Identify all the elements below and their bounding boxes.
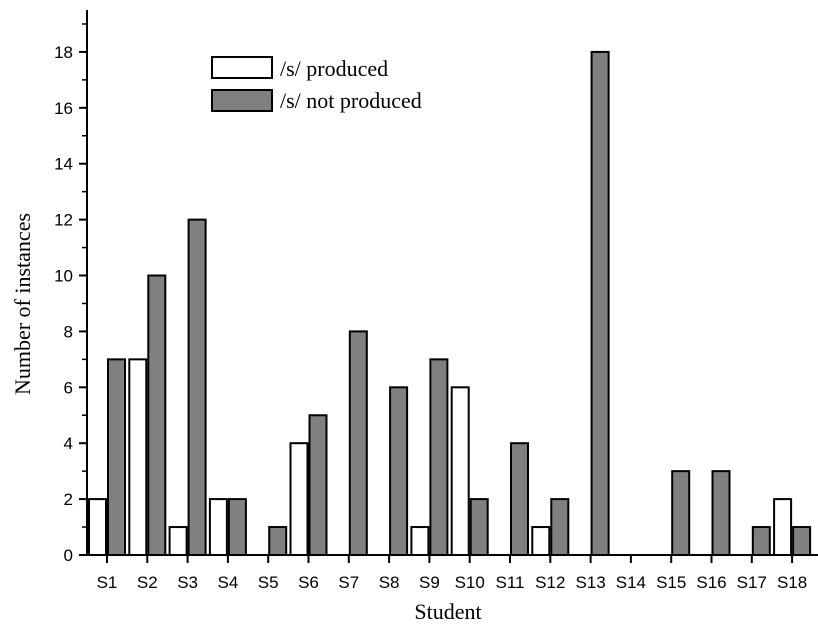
bar-produced-s10: [450, 386, 470, 556]
x-tick-label: S4: [218, 573, 239, 592]
y-tick-label: 6: [64, 378, 73, 397]
x-tick-label: S18: [777, 573, 807, 592]
bar-produced-s3: [168, 526, 188, 556]
y-tick-label: 8: [64, 322, 73, 341]
y-tick-label: 0: [64, 546, 73, 565]
x-tick-label: S15: [656, 573, 686, 592]
bar-not-produced-s13: [590, 50, 610, 557]
x-tick-label: S11: [496, 573, 525, 592]
bar-not-produced-s4: [227, 498, 247, 557]
x-tick-label: S3: [177, 573, 198, 592]
x-tick-label: S8: [379, 573, 400, 592]
y-tick-label: 4: [64, 434, 73, 453]
bar-produced-s9: [410, 526, 430, 556]
bar-not-produced-s15: [671, 470, 691, 556]
x-tick-label: S1: [97, 573, 118, 592]
y-tick-label: 12: [54, 211, 73, 230]
bar-not-produced-s12: [550, 498, 570, 557]
x-tick-label: S14: [616, 573, 646, 592]
legend: /s/ produced /s/ not produced: [211, 56, 422, 113]
bar-produced-s12: [531, 526, 551, 556]
legend-swatch-produced: [211, 56, 273, 79]
y-tick-label: 2: [64, 490, 73, 509]
bar-not-produced-s7: [348, 330, 368, 556]
y-tick-label: 16: [54, 99, 73, 118]
x-tick-label: S7: [338, 573, 359, 592]
bar-not-produced-s8: [389, 386, 409, 556]
x-tick-label: S13: [575, 573, 605, 592]
bar-produced-s2: [128, 358, 148, 556]
bar-not-produced-s11: [510, 442, 529, 557]
legend-swatch-not-produced: [211, 89, 273, 112]
bar-produced-s1: [88, 498, 107, 557]
y-axis-title: Number of instances: [10, 213, 35, 395]
bar-produced-s18: [773, 498, 793, 557]
bar-produced-s4: [208, 498, 228, 557]
bar-not-produced-s3: [187, 218, 207, 556]
x-axis-title: Student: [414, 599, 481, 624]
x-axis-ticks: S1 S2 S3 S4 S5 S6 S7 S8 S9 S10 S11 S12 S13 S14 S15 S16 S…: [97, 555, 807, 592]
y-axis-ticks: 0 2 4 6 8 10 12 14 16 18: [54, 23, 87, 565]
x-tick-label: S6: [298, 573, 319, 592]
x-tick-label: S2: [137, 573, 158, 592]
bar-not-produced-s1: [107, 358, 126, 556]
x-tick-label: S16: [696, 573, 726, 592]
bar-not-produced-s10: [469, 498, 489, 557]
bar-produced-s6: [289, 442, 309, 557]
x-tick-label: S12: [535, 573, 565, 592]
x-tick-label: S17: [737, 573, 767, 592]
bar-not-produced-s2: [147, 274, 167, 556]
x-tick-label: S9: [419, 573, 440, 592]
bar-not-produced-s18: [792, 526, 812, 556]
x-tick-label: S5: [258, 573, 279, 592]
bar-not-produced-s5: [268, 526, 288, 556]
y-tick-label: 18: [54, 43, 73, 62]
bars-layer: [88, 50, 812, 557]
y-tick-label: 10: [54, 267, 73, 286]
axes-layer: [86, 10, 818, 556]
y-tick-label: 14: [54, 155, 73, 174]
bar-not-produced-s17: [751, 526, 771, 556]
legend-label-not-produced: /s/ not produced: [280, 88, 422, 113]
bar-not-produced-s9: [429, 358, 449, 556]
legend-label-produced: /s/ produced: [280, 56, 388, 81]
x-tick-label: S10: [455, 573, 485, 592]
bar-not-produced-s6: [308, 414, 328, 556]
bar-not-produced-s16: [711, 470, 731, 556]
